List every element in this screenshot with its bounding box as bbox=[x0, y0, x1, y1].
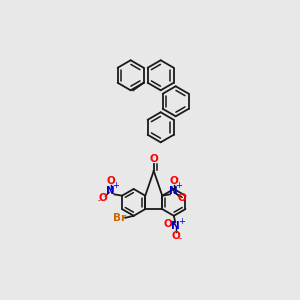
Text: N: N bbox=[106, 186, 115, 196]
Text: -: - bbox=[176, 174, 179, 183]
Text: O: O bbox=[164, 220, 172, 230]
Text: O: O bbox=[169, 176, 178, 186]
Text: +: + bbox=[112, 182, 119, 190]
Text: O: O bbox=[106, 176, 115, 186]
Text: +: + bbox=[176, 182, 182, 190]
Text: Br: Br bbox=[113, 214, 126, 224]
Text: O: O bbox=[177, 193, 186, 203]
Text: N: N bbox=[169, 186, 178, 196]
Text: O: O bbox=[172, 231, 180, 241]
Text: -: - bbox=[98, 196, 100, 205]
Text: O: O bbox=[149, 154, 158, 164]
Text: N: N bbox=[172, 221, 180, 231]
Text: +: + bbox=[178, 217, 185, 226]
Text: O: O bbox=[98, 193, 107, 203]
Text: -: - bbox=[178, 235, 182, 244]
